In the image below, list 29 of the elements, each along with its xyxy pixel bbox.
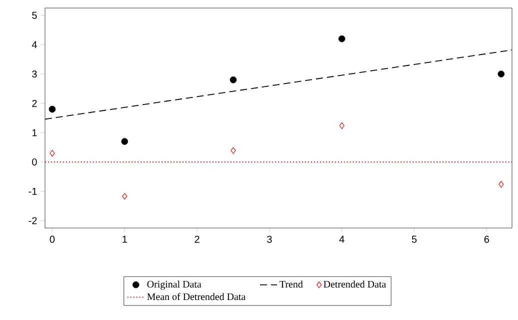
point (498, 70, 505, 78)
legend-label: Detrended Data (324, 280, 386, 288)
x-tick-label: 0 (50, 236, 55, 243)
point (48, 106, 56, 113)
point (230, 76, 237, 84)
y-tick-label: 5 (32, 12, 37, 19)
point (339, 122, 344, 129)
y-tick-label: 0 (32, 158, 37, 166)
point (338, 35, 346, 42)
x-tick-label: 4 (339, 236, 344, 243)
y-tick-label: 3 (32, 70, 37, 78)
point (121, 138, 128, 145)
x-tick-label: 2 (194, 236, 200, 243)
point (230, 147, 236, 154)
legend-label: Original Data (147, 280, 202, 290)
legend-label: Mean of Detrended Data (147, 292, 246, 300)
y-tick-label: -2 (28, 217, 37, 224)
y-tick-label: 4 (32, 41, 37, 48)
y-tick-label: 2 (32, 100, 37, 107)
legend-label: Trend (280, 280, 303, 288)
point (498, 181, 504, 188)
x-tick-label: 6 (484, 236, 489, 243)
y-tick-label: 1 (32, 129, 37, 136)
x-tick-label: 1 (122, 236, 127, 243)
x-tick-label: 5 (412, 236, 417, 243)
point (50, 150, 55, 156)
point (122, 193, 128, 200)
y-tick-label: -1 (28, 188, 37, 195)
x-tick-label: 3 (267, 236, 272, 243)
